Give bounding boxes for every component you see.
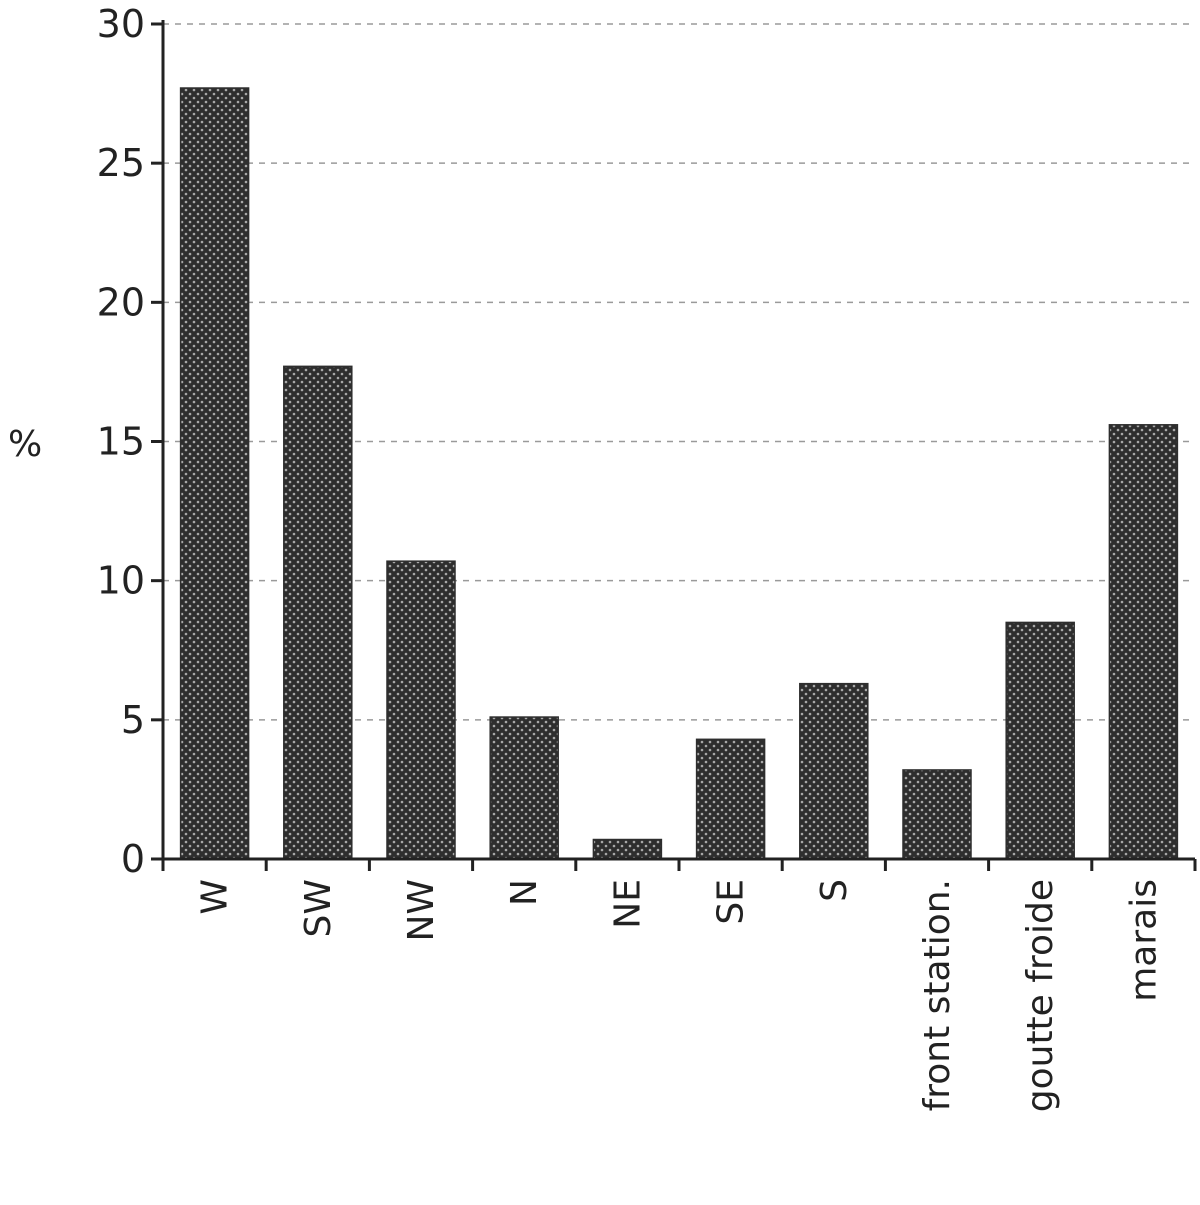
bar bbox=[386, 560, 456, 860]
bar bbox=[695, 738, 766, 860]
x-category-label: NE bbox=[607, 879, 648, 929]
y-tick-label: 30 bbox=[97, 2, 145, 46]
x-category-label: SE bbox=[711, 879, 752, 925]
axes bbox=[151, 20, 1197, 871]
x-category-label: marais bbox=[1123, 879, 1164, 1002]
y-tick-label: 10 bbox=[97, 559, 145, 603]
y-axis-title: % bbox=[8, 424, 42, 465]
bar bbox=[1005, 621, 1075, 860]
bars bbox=[179, 87, 1179, 860]
bar bbox=[592, 838, 663, 860]
y-tick-label: 5 bbox=[121, 698, 145, 742]
x-category-label: W bbox=[195, 879, 236, 915]
bar bbox=[179, 87, 250, 860]
bar bbox=[283, 365, 353, 860]
x-category-label: N bbox=[504, 879, 545, 906]
x-category-label: goutte froide bbox=[1020, 879, 1061, 1112]
y-tick-label: 25 bbox=[97, 141, 145, 185]
y-tick-label: 0 bbox=[121, 837, 145, 881]
y-tick-label: 15 bbox=[97, 420, 145, 464]
y-tick-labels: 0 5 10 15 20 25 30 bbox=[97, 2, 145, 881]
bar bbox=[799, 682, 869, 860]
bar bbox=[1108, 424, 1179, 860]
y-tick-label: 20 bbox=[97, 280, 145, 324]
x-category-label: NW bbox=[401, 879, 442, 942]
bar bbox=[902, 769, 972, 860]
bar bbox=[489, 716, 559, 860]
x-category-label: S bbox=[814, 879, 855, 902]
x-category-label: SW bbox=[298, 879, 339, 937]
x-category-label: front station. bbox=[917, 879, 958, 1111]
